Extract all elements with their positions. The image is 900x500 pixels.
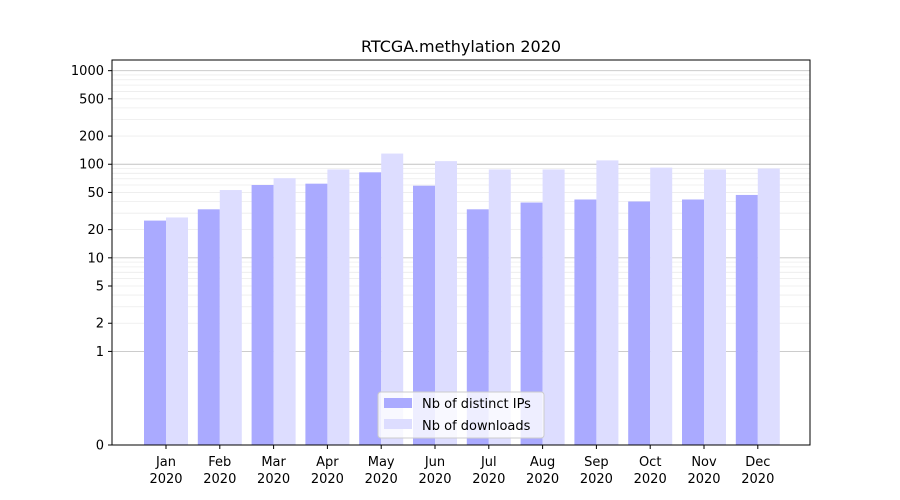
plot-frame [111, 59, 811, 446]
legend-box [377, 391, 545, 439]
x-tick-label: Jun 2020 [418, 455, 451, 487]
y-tick-label: 2 [96, 317, 104, 332]
bar-downloads [542, 169, 565, 446]
x-tick-label: Nov 2020 [687, 455, 720, 487]
y-tick-label: 10 [87, 251, 104, 266]
chart-title: RTCGA.methylation 2020 [361, 37, 561, 56]
x-tick-label: Apr 2020 [311, 455, 344, 487]
bar-downloads [166, 217, 188, 445]
legend-label-ips: Nb of distinct IPs [422, 397, 531, 412]
bar-downloads [488, 169, 511, 446]
bar-distinct-ips [682, 199, 704, 445]
bar-distinct-ips [197, 209, 220, 445]
legend-swatch-ips [384, 398, 412, 408]
x-tick-label: Aug 2020 [526, 455, 559, 487]
x-axis: Jan 2020 Feb 2020 Mar 2020 Apr 2020 May 2020 Jun 20… [149, 445, 774, 487]
x-tick-label: Mar 2020 [257, 455, 290, 487]
y-axis: 0 1 2 5 10 20 50 100 200 500 1000 [71, 64, 112, 454]
bar-downloads [381, 153, 404, 446]
bar-downloads [327, 169, 350, 446]
y-tick-label: 1000 [71, 64, 104, 79]
y-tick-label: 5 [96, 280, 104, 295]
bar-downloads [650, 167, 673, 445]
bar-downloads [596, 160, 619, 445]
bar-distinct-ips [574, 199, 597, 445]
x-tick-label: Oct 2020 [634, 455, 667, 487]
legend: Nb of distinct IPs Nb of downloads [377, 391, 545, 439]
y-tick-label: 50 [87, 186, 104, 201]
bar-distinct-ips [466, 209, 489, 445]
x-tick-label: Sep 2020 [580, 455, 613, 487]
x-tick-label: Dec 2020 [741, 455, 774, 487]
bar-distinct-ips [628, 201, 651, 445]
bar-downloads [273, 178, 296, 445]
bar-distinct-ips [251, 185, 274, 445]
bar-downloads [219, 190, 242, 445]
bar-downloads [757, 168, 780, 445]
x-tick-label: Jan 2020 [149, 455, 182, 487]
x-tick-label: May 2020 [365, 455, 398, 487]
y-tick-label: 200 [79, 130, 104, 145]
bar-distinct-ips [144, 220, 166, 445]
y-tick-label: 0 [96, 439, 104, 454]
y-tick-label: 20 [87, 223, 104, 238]
bar-distinct-ips [520, 202, 543, 445]
bar-distinct-ips [359, 172, 382, 446]
x-tick-label: Feb 2020 [203, 455, 236, 487]
legend-label-downloads: Nb of downloads [422, 419, 531, 434]
x-tick-label: Jul 2020 [472, 455, 505, 487]
legend-swatch-downloads [384, 419, 412, 429]
bar-distinct-ips [305, 183, 328, 445]
bar-downloads [704, 169, 726, 446]
bar-distinct-ips [413, 185, 435, 446]
bar-distinct-ips [735, 194, 758, 445]
y-tick-label: 1 [96, 345, 104, 360]
bar-downloads [435, 161, 457, 445]
bars [144, 153, 780, 446]
y-tick-label: 500 [79, 92, 104, 107]
y-tick-label: 100 [79, 158, 104, 173]
